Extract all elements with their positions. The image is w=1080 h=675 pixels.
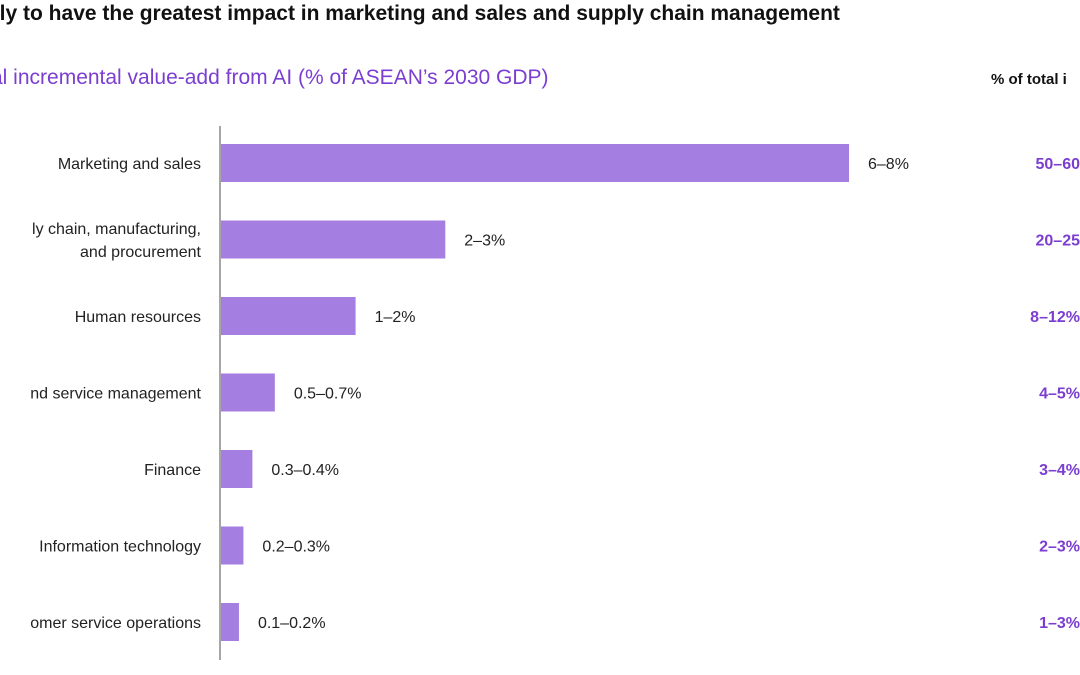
share-label: 1–3%	[1039, 615, 1080, 632]
category-label: nd service management	[30, 386, 201, 403]
category-label: and procurement	[80, 244, 202, 261]
bar	[221, 297, 356, 335]
share-label: 20–25	[1036, 233, 1080, 250]
share-label: 4–5%	[1039, 386, 1080, 403]
share-label: 8–12%	[1030, 309, 1080, 326]
value-label: 0.2–0.3%	[262, 539, 330, 556]
share-label: 2–3%	[1039, 539, 1080, 556]
value-label: 6–8%	[868, 156, 909, 173]
chart-subtitle: al incremental value-add from AI (% of A…	[0, 66, 549, 89]
category-label: Human resources	[75, 309, 201, 326]
category-label: omer service operations	[30, 615, 201, 632]
bar	[221, 144, 849, 182]
bar	[221, 526, 244, 565]
share-label: 50–60	[1036, 156, 1080, 173]
chart-headline: ely to have the greatest impact in marke…	[0, 2, 840, 25]
bar	[221, 220, 446, 259]
share-label: 3–4%	[1039, 462, 1080, 479]
share-column-header: % of total i	[991, 71, 1067, 88]
category-label: Finance	[144, 462, 201, 479]
bar	[221, 603, 239, 641]
category-label: Information technology	[39, 539, 201, 556]
bar	[221, 373, 275, 412]
value-label: 2–3%	[464, 233, 505, 250]
value-label: 0.3–0.4%	[271, 462, 339, 479]
category-label: ly chain, manufacturing,	[32, 221, 201, 238]
value-label: 0.5–0.7%	[294, 386, 362, 403]
value-label: 0.1–0.2%	[258, 615, 326, 632]
bar	[221, 450, 253, 488]
value-label: 1–2%	[375, 309, 416, 326]
category-label: Marketing and sales	[58, 156, 201, 173]
